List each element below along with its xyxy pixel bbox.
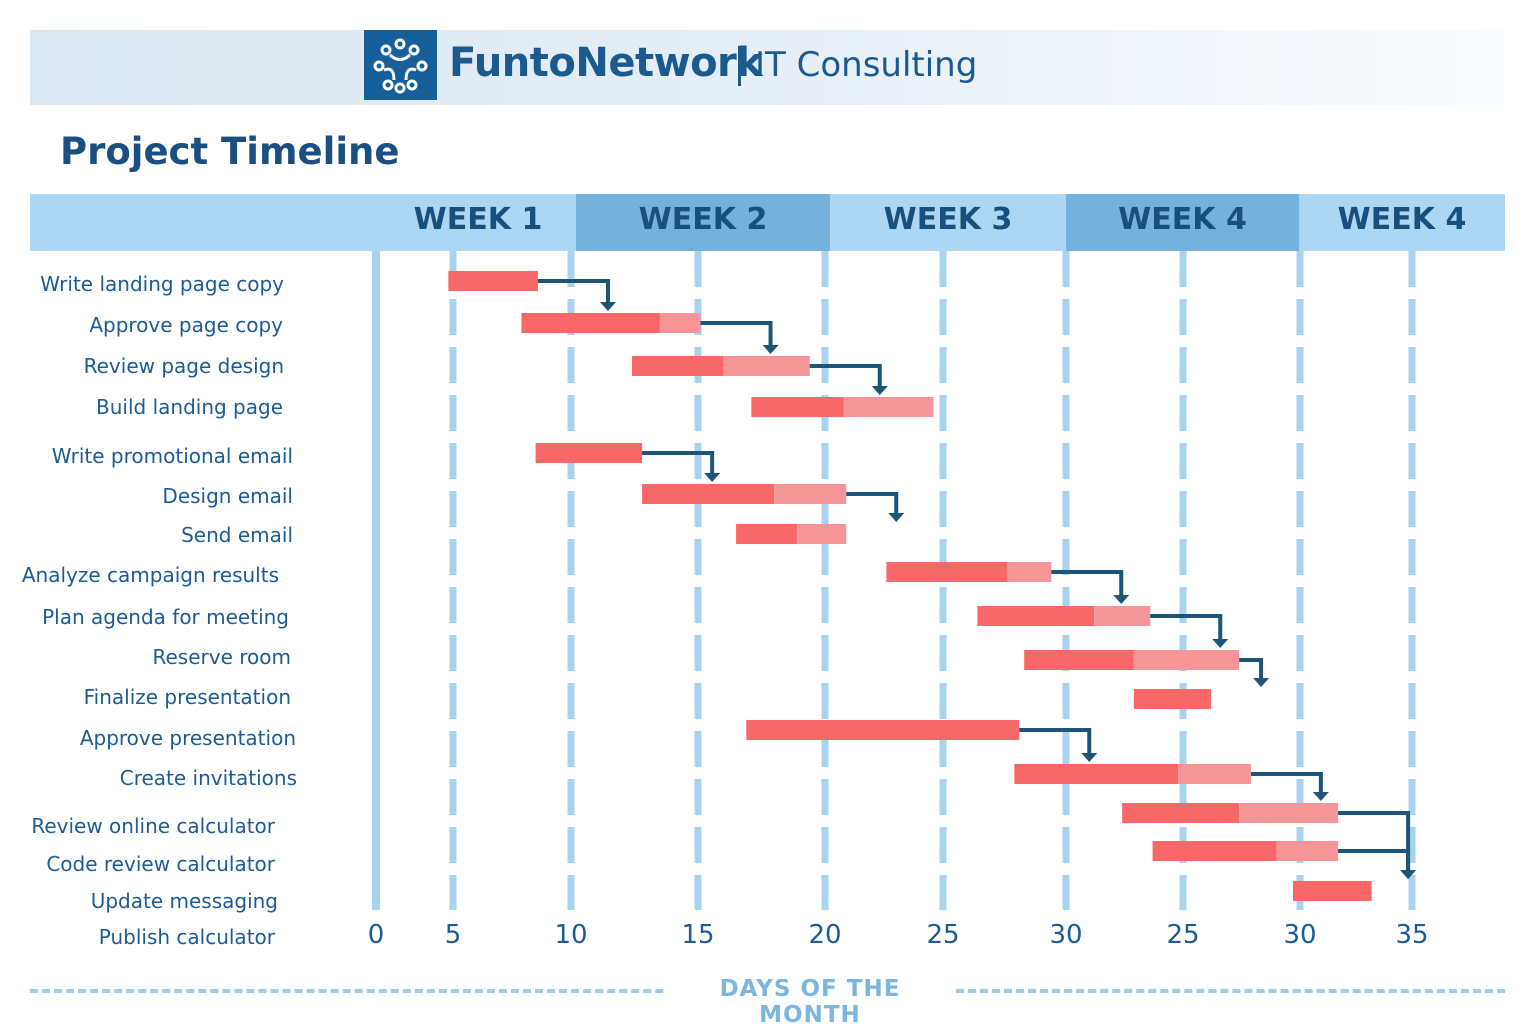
brand-name: FuntoNetwork: [449, 40, 763, 86]
task-label: Write landing page copy: [40, 272, 284, 296]
arrow-head-icon: [1113, 595, 1130, 604]
task-label: Publish calculator: [98, 925, 275, 949]
task-bar-complete: [1133, 689, 1212, 709]
task-bar-complete: [1122, 803, 1240, 823]
arrow-head-icon: [704, 473, 721, 482]
task-label: Finalize presentation: [83, 685, 291, 709]
dependency-connector: [1019, 728, 1092, 754]
arrow-head-icon: [599, 302, 616, 311]
task-bar-complete: [448, 271, 538, 291]
task-label: Send email: [181, 523, 293, 547]
x-tick-label: 5: [444, 920, 462, 950]
week-header-2: WEEK 2: [576, 194, 830, 251]
task-bar-remaining: [774, 484, 847, 504]
header-label-column: [30, 194, 380, 251]
header-banner: [30, 30, 1505, 105]
task-label: Reserve room: [152, 645, 292, 669]
dependency-connector: [1051, 570, 1124, 596]
task-label: Design email: [162, 484, 293, 508]
dependency-connector: [846, 492, 899, 514]
task-bar-complete: [1152, 841, 1277, 861]
network-logo-icon: [364, 30, 437, 100]
arrow-head-icon: [1253, 678, 1270, 687]
task-bar-remaining: [797, 524, 847, 544]
task-bar-complete: [1292, 881, 1372, 901]
week-label: WEEK 2: [638, 202, 768, 237]
task-bar-remaining: [1239, 803, 1339, 823]
x-tick-label: 25: [926, 920, 960, 950]
task-label: Create invitations: [119, 766, 297, 790]
x-axis-label: DAYS OF THE MONTH: [665, 976, 955, 1028]
task-bar-remaining: [1006, 562, 1052, 582]
dependency-connector: [1338, 849, 1411, 871]
x-tick-label: 25: [1166, 920, 1200, 950]
task-bar-remaining: [1178, 764, 1251, 784]
task-bar-complete: [521, 313, 660, 333]
task-bar-remaining: [659, 313, 701, 333]
task-bar-complete: [1014, 764, 1179, 784]
task-bar-remaining: [1133, 650, 1240, 670]
arrow-head-icon: [1312, 792, 1329, 801]
task-label: Code review calculator: [46, 852, 275, 876]
task-bar-complete: [751, 397, 844, 417]
week-header-3: WEEK 3: [830, 194, 1066, 251]
task-bar-complete: [746, 720, 1020, 740]
dependency-connector: [642, 451, 715, 474]
task-bar-complete: [631, 356, 724, 376]
x-tick-label: 30: [1283, 920, 1317, 950]
week-label: WEEK 1: [413, 202, 543, 237]
x-tick-label: 15: [681, 920, 715, 950]
task-label: Plan agenda for meeting: [42, 605, 289, 629]
arrow-head-icon: [871, 386, 888, 395]
task-bar-remaining: [1094, 606, 1151, 626]
task-label: Update messaging: [90, 889, 278, 913]
task-bar-complete: [642, 484, 775, 504]
arrow-head-icon: [1400, 870, 1417, 879]
dependency-connector: [537, 279, 610, 303]
task-label: Write promotional email: [51, 444, 293, 468]
task-label: Analyze campaign results: [21, 563, 279, 587]
task-bar-complete: [886, 562, 1007, 582]
task-label: Review online calculator: [31, 814, 275, 838]
task-label: Build landing page: [96, 395, 283, 419]
dependency-connector: [1239, 658, 1264, 679]
arrow-head-icon: [888, 513, 905, 522]
task-label: Approve page copy: [89, 313, 283, 337]
task-bar-complete: [1024, 650, 1134, 670]
week-header-5: WEEK 4: [1299, 194, 1505, 251]
x-tick-label: 20: [808, 920, 842, 950]
task-bar-remaining: [843, 397, 934, 417]
task-bar-complete: [977, 606, 1095, 626]
brand-subtitle: IT Consulting: [755, 45, 978, 85]
arrow-head-icon: [762, 345, 779, 354]
chart-title: Project Timeline: [60, 130, 400, 173]
dependency-connector: [1250, 772, 1323, 793]
week-header-4: WEEK 4: [1066, 194, 1299, 251]
task-bar-complete: [736, 524, 798, 544]
week-label: WEEK 4: [1118, 202, 1247, 237]
dependency-connector: [700, 321, 773, 346]
x-tick-label: 10: [554, 920, 588, 950]
week-label: WEEK 4: [1337, 202, 1467, 237]
arrow-head-icon: [1081, 753, 1098, 762]
x-tick-label: 30: [1049, 920, 1083, 950]
arrow-head-icon: [1212, 639, 1229, 648]
week-label: WEEK 3: [883, 202, 1013, 237]
task-label: Approve presentation: [79, 726, 296, 750]
dependency-connector: [1150, 614, 1223, 640]
x-tick-label: 35: [1395, 920, 1429, 950]
task-bar-remaining: [723, 356, 810, 376]
task-label: Review page design: [83, 354, 284, 378]
x-tick-label: 0: [367, 920, 385, 950]
dependency-connector: [809, 364, 882, 387]
week-header-1: WEEK 1: [380, 194, 576, 251]
dependency-connector: [1338, 811, 1411, 871]
task-bar-complete: [535, 443, 643, 463]
task-bar-remaining: [1276, 841, 1339, 861]
divider: [738, 46, 741, 86]
